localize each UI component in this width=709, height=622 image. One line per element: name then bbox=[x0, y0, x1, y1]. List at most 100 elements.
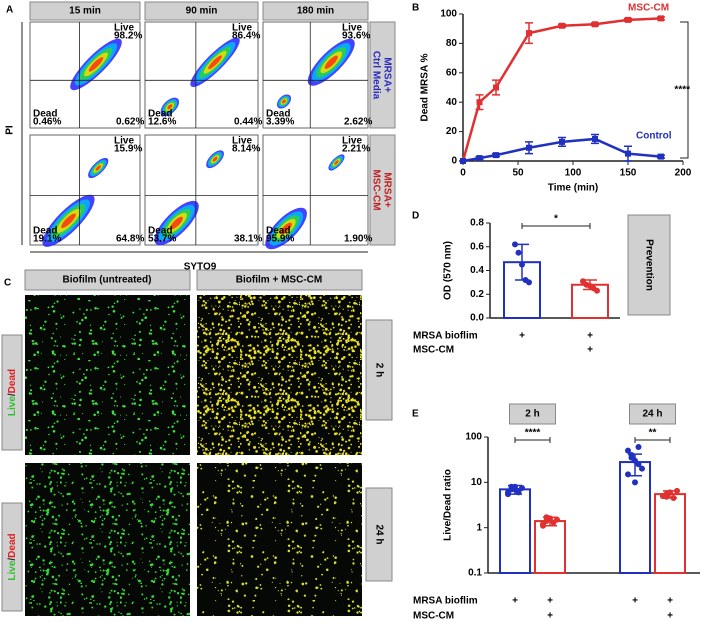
y-tick-label: 100 bbox=[440, 9, 457, 20]
y-tick-label: 80 bbox=[446, 38, 458, 49]
data-point bbox=[526, 279, 532, 286]
treatment-mark: + bbox=[667, 596, 673, 607]
condition-label: MSC-CM bbox=[370, 169, 381, 210]
time-header: 180 min bbox=[297, 6, 334, 17]
y-tick-label: 10 bbox=[471, 477, 483, 488]
marker bbox=[559, 138, 565, 145]
y-axis-label: OD (570 nm) bbox=[443, 241, 454, 300]
marker bbox=[592, 21, 598, 28]
treatment-mark: + bbox=[632, 596, 638, 607]
quadrant-label: Live bbox=[232, 23, 252, 34]
stain-word: Dead bbox=[7, 369, 18, 393]
label-box bbox=[629, 403, 676, 425]
flow-density bbox=[212, 156, 218, 162]
quadrant-label: Live bbox=[342, 23, 362, 34]
group-header: 2 h bbox=[525, 409, 539, 420]
data-point bbox=[635, 461, 642, 468]
live-percent: 15.9% bbox=[114, 144, 142, 155]
time-header: 15 min bbox=[69, 6, 101, 17]
quadrant-label: Dead bbox=[33, 109, 57, 120]
label-box bbox=[369, 21, 396, 129]
live-percent: 2.21% bbox=[342, 144, 370, 155]
data-point bbox=[519, 484, 525, 491]
dead-percent: 53.7% bbox=[148, 234, 176, 245]
dead-percent: 12.6% bbox=[148, 117, 176, 128]
other-percent: 1.90% bbox=[344, 234, 372, 245]
marker bbox=[625, 150, 631, 157]
y-tick-label: 0 bbox=[451, 156, 457, 167]
data-point bbox=[663, 493, 670, 500]
label-box bbox=[262, 1, 369, 21]
label-box bbox=[24, 269, 191, 291]
column-header: Biofilm (untreated) bbox=[63, 275, 152, 286]
treatment-label: MSC-CM bbox=[413, 345, 454, 356]
flow-density bbox=[95, 165, 102, 171]
marker bbox=[493, 84, 499, 91]
dead-percent: 19.1% bbox=[33, 234, 61, 245]
quadrant-label: Dead bbox=[33, 226, 57, 237]
marker bbox=[493, 152, 499, 159]
live-percent: 86.4% bbox=[232, 31, 260, 42]
y-tick-label: 0.4 bbox=[470, 265, 484, 276]
panel-letter: B bbox=[412, 3, 419, 14]
stain-label: Live/Dead bbox=[7, 369, 18, 416]
label-box bbox=[196, 269, 363, 291]
data-point bbox=[519, 261, 525, 268]
y-tick-label: 1 bbox=[476, 522, 482, 533]
significance: **** bbox=[525, 428, 541, 439]
significance-bracket bbox=[634, 437, 671, 443]
significance-bracket bbox=[514, 437, 551, 443]
other-percent: 0.44% bbox=[234, 117, 262, 128]
flow-density bbox=[324, 55, 338, 69]
stain-word: / bbox=[7, 393, 18, 396]
live-percent: 93.6% bbox=[342, 31, 370, 42]
x-tick-label: 200 bbox=[675, 168, 692, 179]
other-percent: 64.8% bbox=[116, 234, 144, 245]
group-header: 24 h bbox=[642, 409, 662, 420]
treatment-mark: + bbox=[519, 331, 525, 342]
x-axis-label: Time (min) bbox=[548, 183, 598, 194]
y-tick-label: 40 bbox=[446, 97, 458, 108]
treatment-label: MRSA bioflim bbox=[413, 596, 478, 607]
data-point bbox=[625, 447, 631, 454]
treatment-mark: + bbox=[547, 611, 553, 622]
marker bbox=[476, 99, 483, 106]
treatment-mark: + bbox=[512, 596, 518, 607]
panel-letter: E bbox=[412, 409, 419, 420]
data-point bbox=[625, 471, 631, 478]
flow-density bbox=[334, 160, 339, 165]
quadrant-label: Live bbox=[232, 136, 252, 147]
y-tick-label: 0.0 bbox=[470, 313, 484, 324]
significance: **** bbox=[674, 85, 690, 96]
data-point bbox=[635, 444, 642, 451]
x-tick-label: 0 bbox=[460, 168, 466, 179]
dead-percent: 0.46% bbox=[33, 117, 61, 128]
label-box bbox=[1, 502, 23, 612]
dead-percent: 3.39% bbox=[266, 117, 294, 128]
x-tick-label: 100 bbox=[565, 168, 582, 179]
data-point bbox=[554, 516, 560, 523]
treatment-mark: + bbox=[587, 345, 593, 356]
label-box bbox=[509, 403, 556, 425]
panel-letter: A bbox=[6, 5, 13, 16]
series-label: MSC-CM bbox=[628, 3, 669, 14]
quadrant-label: Dead bbox=[148, 109, 172, 120]
live-percent: 8.14% bbox=[232, 144, 260, 155]
panel-side-label: Prevention bbox=[643, 239, 654, 291]
stain-word: Live bbox=[7, 396, 18, 416]
data-point bbox=[667, 489, 673, 496]
flow-density bbox=[167, 104, 173, 110]
bar bbox=[619, 461, 651, 574]
bar bbox=[571, 283, 609, 319]
marker bbox=[476, 155, 483, 162]
column-header: Biofilm + MSC-CM bbox=[236, 275, 322, 286]
y-axis-label: Dead MRSA % bbox=[420, 53, 431, 121]
y-tick-label: 0.6 bbox=[470, 241, 484, 252]
data-point bbox=[505, 491, 511, 498]
data-point bbox=[543, 514, 550, 521]
marker bbox=[526, 30, 532, 37]
micrograph-stain bbox=[197, 295, 362, 455]
flow-density bbox=[88, 57, 104, 72]
row-label: 24 h bbox=[373, 524, 384, 544]
flow-density bbox=[280, 222, 292, 235]
